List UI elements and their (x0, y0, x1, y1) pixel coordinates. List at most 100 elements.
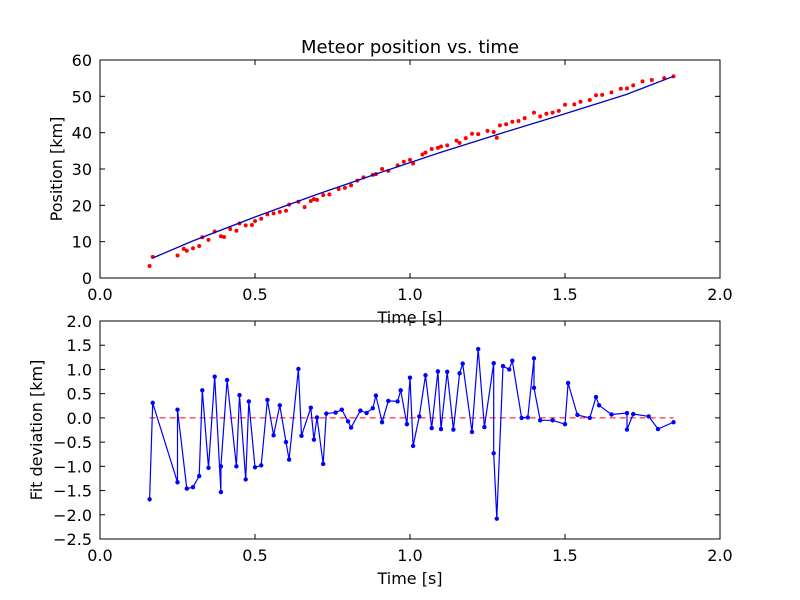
x-tick-label: 0.5 (242, 546, 267, 565)
data-point (277, 403, 282, 408)
y-tick-label: 2.0 (67, 312, 92, 331)
data-point (218, 464, 224, 469)
data-point (491, 129, 496, 134)
data-point (308, 405, 313, 410)
y-axis: −2.5 −2.0 −1.5 −1.0 −0.5 0.0 0.5 1.0 1.5 2.0 (53, 312, 720, 549)
y-tick-label: 0.0 (67, 409, 92, 428)
y-tick-label: 10 (72, 233, 92, 252)
x-tick-label: 1.5 (552, 285, 577, 304)
x-axis: 0.0 0.5 1.0 1.5 2.0 (87, 321, 733, 565)
data-point (401, 159, 406, 164)
data-point (150, 400, 155, 406)
x-tick-label: 1.0 (397, 546, 422, 565)
data-point (311, 197, 316, 202)
data-point (476, 346, 481, 352)
y-tick-label: 50 (72, 87, 92, 106)
data-point (379, 420, 385, 425)
data-point (532, 110, 536, 115)
x-tick-label: 0.0 (87, 546, 112, 565)
data-point (175, 480, 180, 485)
data-point (600, 92, 605, 97)
y-tick-label: −2.0 (53, 506, 92, 525)
data-point (373, 393, 379, 398)
data-point (296, 366, 301, 372)
x-axis: 0.0 0.5 1.0 1.5 2.0 (87, 60, 733, 304)
data-point (625, 86, 629, 91)
x-tick-label: 0.0 (87, 285, 112, 304)
data-point (671, 420, 676, 425)
data-point (190, 484, 196, 490)
data-point (491, 451, 496, 456)
data-point (398, 388, 403, 393)
data-point (200, 388, 205, 393)
data-point (342, 185, 347, 190)
data-point (308, 198, 313, 203)
data-point (234, 228, 239, 233)
y-tick-label: −0.5 (53, 433, 92, 452)
y-axis-label: Position [km] (47, 117, 66, 222)
data-point (249, 222, 254, 227)
data-point (321, 193, 326, 198)
data-point (407, 375, 413, 380)
data-point (538, 114, 543, 119)
x-axis-label: Time [s] (376, 569, 442, 588)
data-point (525, 415, 530, 420)
data-point (594, 93, 598, 98)
data-point (618, 86, 623, 91)
data-point (253, 218, 257, 223)
data-point (519, 415, 524, 421)
data-point (572, 102, 577, 107)
data-point (315, 197, 319, 202)
data-point (510, 358, 515, 363)
data-point (516, 119, 521, 124)
data-point (565, 380, 571, 386)
data-point (429, 425, 434, 431)
data-point (147, 497, 152, 502)
y-tick-label: 1.5 (67, 336, 92, 355)
x-tick-label: 0.5 (242, 285, 267, 304)
data-point (485, 128, 490, 133)
data-point (494, 516, 499, 521)
data-point (327, 192, 332, 197)
y-tick-label: 1.0 (67, 360, 92, 379)
y-tick-label: 30 (72, 160, 92, 179)
data-point (482, 424, 487, 430)
data-point (655, 426, 661, 432)
data-point (243, 477, 248, 482)
y-tick-label: −1.0 (53, 457, 92, 476)
y-tick-label: 20 (72, 196, 92, 215)
data-point (283, 439, 289, 445)
data-point (649, 77, 654, 82)
data-point (370, 406, 375, 411)
data-point (271, 211, 276, 216)
data-point (563, 102, 567, 107)
data-point (609, 90, 614, 95)
data-point (469, 429, 475, 435)
data-point (243, 223, 248, 228)
data-point (349, 183, 354, 188)
position-chart: Meteor position vs. time 0.0 0.5 1.0 1.5 2.0… (47, 37, 733, 327)
data-point (476, 132, 481, 137)
chart-title: Meteor position vs. time (301, 37, 519, 58)
data-point (454, 138, 459, 143)
data-point (417, 414, 422, 419)
data-point (259, 463, 264, 468)
x-tick-label: 1.0 (397, 285, 422, 304)
data-point (497, 123, 502, 128)
data-point (271, 433, 276, 438)
data-point (491, 360, 496, 366)
data-point (410, 443, 416, 449)
data-point (299, 433, 304, 439)
data-point (237, 392, 242, 398)
data-point (457, 371, 462, 376)
data-point (587, 415, 592, 421)
data-point (345, 419, 351, 424)
data-point (609, 412, 614, 417)
data-point (277, 209, 282, 214)
y-tick-label: −1.5 (53, 482, 92, 501)
data-point (147, 264, 152, 269)
data-point (423, 150, 428, 155)
fit-line (152, 75, 674, 259)
data-point (538, 418, 543, 423)
